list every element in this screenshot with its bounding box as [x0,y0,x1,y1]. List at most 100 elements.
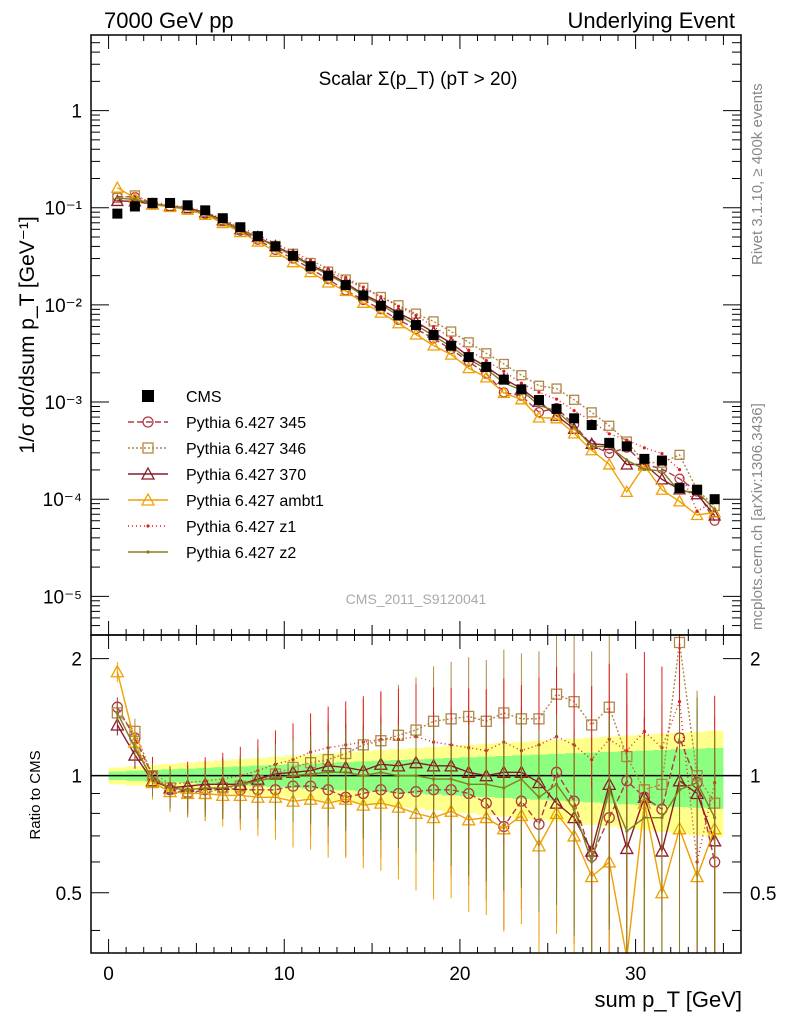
series-5-ratio-point [660,816,664,820]
series-3-point [303,265,318,278]
series-3-point [321,275,335,288]
series-5-ratio-point [537,795,541,799]
series-4-point [502,369,506,373]
series-5-ratio-point [502,786,506,790]
ratio-tick-label: 1 [71,767,82,788]
series-4-point [326,267,330,271]
series-3-point [602,457,616,470]
ratio-panel-frame [90,634,742,954]
header-right: Underlying Event [567,8,735,33]
series-5-point [642,467,646,471]
series-4-point [625,438,629,442]
header-left: 7000 GeV pp [104,8,234,33]
series-5-ratio-point [607,788,611,792]
series-2-point [549,408,564,421]
series-4-point [554,397,559,401]
legend-label: Pythia 6.427 345 [186,415,306,432]
data-point [340,280,351,291]
series-5-ratio-point [168,786,172,790]
series-4-main [115,196,717,513]
main-panel-series [110,180,722,526]
series-2-point [708,508,722,521]
series-4-point [695,509,699,513]
series-1-point [516,370,527,381]
series-3-ratio-point [110,664,125,678]
analysis-watermark: CMS_2011_S9120041 [346,591,487,607]
data-point [217,213,228,224]
legend-marker [142,416,154,428]
series-5-point [572,425,576,429]
series-3-line [116,187,715,516]
series-3-point [444,347,458,360]
data-point [358,290,369,301]
series-5-point [660,469,664,473]
series-5-ratio-point [519,777,524,781]
series-5-ratio-point [133,746,137,750]
data-point [463,352,474,363]
series-2-ratio-point [110,717,125,731]
series-3-point [532,410,546,423]
series-1-ratio-line [116,642,716,804]
series-4-point [677,468,682,472]
data-series-main [112,197,720,505]
series-3-point [655,482,669,495]
data-point [674,483,685,494]
series-5-ratio-point [572,807,576,811]
series-1-point [568,394,580,405]
series-1-point [498,358,509,370]
data-point [516,384,527,395]
x-tick-label: 30 [625,964,646,985]
series-4-point [607,432,611,436]
data-point [656,455,667,466]
series-4-point [572,409,576,413]
series-5-ratio-point [379,770,383,774]
data-point [112,208,123,219]
series-5-ratio-point [273,775,278,779]
legend-item: Pythia 6.427 370 [128,466,306,484]
chart-title: Scalar Σ(p_T) (pT > 20) [319,69,518,90]
legend-marker [140,492,156,506]
data-point [393,310,404,321]
data-point [481,361,492,372]
data-point [288,250,299,261]
axes-ticks: 0 10 20 30 10⁻⁵ 10⁻⁴ 10⁻³ 10⁻² 10⁻¹ 1 0.5 0.5 1 1 2 2 [43,34,776,985]
legend-label: CMS [186,389,222,406]
series-1-point [393,300,404,311]
series-3-point [479,370,493,383]
series-1-point [551,383,562,394]
series-4-ratio-point [677,700,682,704]
legend-label: Pythia 6.427 z2 [186,545,296,562]
data-point [252,231,263,242]
ratio-tick-label-right: 2 [750,650,761,671]
series-5-ratio-point [361,774,365,778]
series-3-point [391,316,406,329]
series-5-ratio-point [308,772,313,776]
y-tick-label: 10⁻¹ [45,199,83,220]
legend-label: Pythia 6.427 z1 [186,519,296,536]
series-4-ratio-point [642,729,646,733]
legend-item: Pythia 6.427 346 [128,441,306,458]
series-3-point [690,508,704,521]
side-label-top: Rivet 3.1.10, ≥ 400k events [749,83,766,265]
series-0-point [709,515,720,526]
series-5-point [625,458,629,462]
data-point [200,205,211,216]
data-point [428,329,439,340]
data-point [551,403,562,414]
legend-item: Pythia 6.427 z2 [128,545,296,562]
data-point [604,437,615,448]
ratio-axis-label: Ratio to CMS [27,750,44,839]
y-tick-label: 10⁻⁵ [43,587,82,608]
data-point [323,270,334,281]
series-4-point [361,285,365,289]
series-4-point [660,451,664,456]
series-1-point [586,407,597,418]
series-4-point [642,446,646,450]
series-5-ratio-point [484,782,488,786]
data-point [270,241,281,252]
series-3-point [110,180,124,193]
series-1-point [463,337,474,348]
series-5-ratio-point [203,786,207,790]
series-3-point [585,443,599,456]
